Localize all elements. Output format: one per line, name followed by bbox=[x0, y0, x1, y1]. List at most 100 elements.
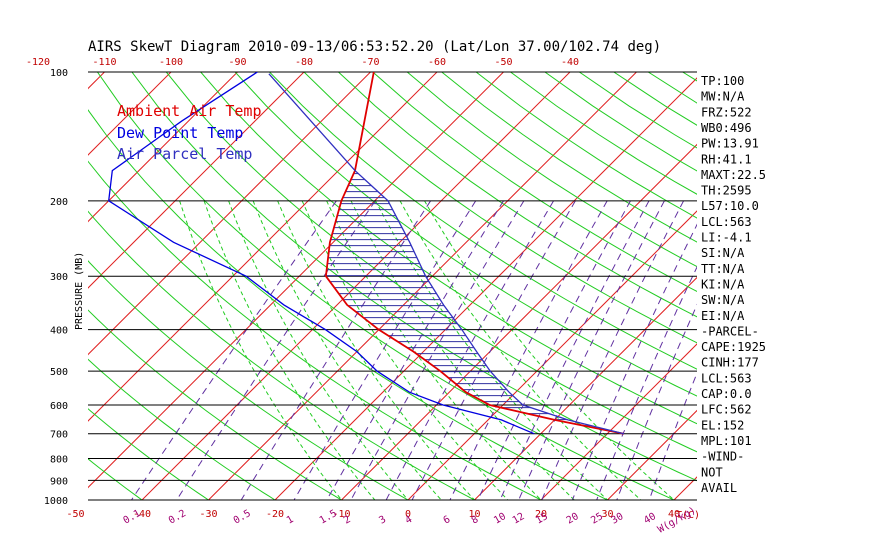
y-tick-label: 600 bbox=[50, 401, 68, 412]
dry-adiabat-line bbox=[406, 72, 697, 268]
isotherm-line bbox=[88, 72, 172, 156]
isotherm-line bbox=[407, 210, 697, 500]
y-axis-label: PRESSURE (MB) bbox=[74, 252, 85, 330]
moist-adiabat-line bbox=[301, 200, 509, 500]
dry-adiabat-line bbox=[475, 72, 697, 219]
x-tick-label-top: -70 bbox=[361, 57, 379, 68]
y-tick-label: 100 bbox=[50, 68, 68, 79]
isotherm-line bbox=[607, 409, 697, 500]
y-tick-label: 300 bbox=[50, 272, 68, 283]
sounding-index-label: WB0:496 bbox=[701, 121, 752, 135]
y-tick-label: 1000 bbox=[44, 496, 68, 507]
mixing-ratio-line bbox=[293, 200, 477, 500]
dry-adiabat-line bbox=[441, 72, 697, 243]
mixing-ratio-line bbox=[176, 200, 376, 500]
mixing-ratio-tick-label: 20 bbox=[565, 511, 581, 527]
mixing-ratio-tick-label: 12 bbox=[511, 511, 527, 527]
mixing-ratio-line bbox=[477, 200, 631, 500]
sounding-index-label: L57:10.0 bbox=[701, 199, 759, 213]
mixing-ratio-tick-label: 8 bbox=[470, 514, 481, 527]
isotherm-line bbox=[88, 72, 371, 356]
dry-adiabat-line bbox=[303, 72, 697, 344]
sounding-index-label: RH:41.1 bbox=[701, 152, 752, 166]
mixing-ratio-line bbox=[130, 200, 337, 500]
isotherm-line bbox=[341, 143, 697, 500]
mixing-ratio-line bbox=[541, 200, 685, 500]
y-tick-label: 500 bbox=[50, 367, 68, 378]
sounding-index-label: LCL:563 bbox=[701, 371, 752, 385]
isotherm-line bbox=[807, 72, 870, 500]
isotherm-line bbox=[474, 276, 697, 500]
moist-adiabat-line bbox=[203, 200, 376, 500]
sounding-index-label: SW:N/A bbox=[701, 293, 745, 307]
mixing-ratio-line bbox=[326, 200, 504, 500]
mixing-ratio-tick-label: 2 bbox=[342, 514, 353, 527]
sounding-index-label: MPL:101 bbox=[701, 434, 752, 448]
x-tick-label-bottom: 20 bbox=[535, 509, 547, 520]
mixing-ratio-line bbox=[648, 371, 697, 500]
mixing-ratio-tick-label: 40 bbox=[642, 511, 658, 527]
isotherm-line bbox=[141, 72, 571, 500]
mixing-ratio-tick-label: 10 bbox=[492, 511, 508, 527]
x-tick-label-bottom: -10 bbox=[332, 509, 350, 520]
sounding-index-label: PW:13.91 bbox=[701, 137, 759, 151]
sounding-index-label: MW:N/A bbox=[701, 90, 745, 104]
sounding-index-label: EL:152 bbox=[701, 418, 744, 432]
sounding-index-label: -WIND- bbox=[701, 450, 744, 464]
sounding-index-label: EI:N/A bbox=[701, 309, 745, 323]
dew-point-temp-line bbox=[108, 72, 535, 435]
sounding-index-label: -PARCEL- bbox=[701, 324, 759, 338]
mixing-ratio-tick-label: 3 bbox=[377, 514, 388, 527]
mixing-ratio-line bbox=[499, 200, 650, 500]
y-tick-label: 700 bbox=[50, 430, 68, 441]
isotherm-line bbox=[274, 77, 697, 500]
legend: Ambient Air Temp Dew Point Temp Air Parc… bbox=[117, 102, 262, 163]
x-tick-label-bottom: 0 bbox=[405, 509, 411, 520]
isotherm-line bbox=[741, 72, 870, 500]
sounding-index-label: LFC:562 bbox=[701, 403, 752, 417]
mixing-ratio-line bbox=[518, 200, 665, 500]
sounding-index-label: TT:N/A bbox=[701, 262, 745, 276]
mixing-ratio-tick-label: 0.2 bbox=[167, 508, 188, 527]
isotherm-line bbox=[0, 72, 38, 500]
mixing-ratio-line bbox=[571, 223, 697, 500]
mixing-ratio-line bbox=[596, 265, 697, 500]
legend-ambient-air-temp: Ambient Air Temp bbox=[117, 102, 262, 120]
sounding-index-label: TH:2595 bbox=[701, 184, 752, 198]
isotherm-line bbox=[88, 72, 305, 289]
sounding-index-label: CAPE:1925 bbox=[701, 340, 766, 354]
dry-adiabat-line bbox=[372, 72, 697, 293]
x-tick-label-top: -80 bbox=[295, 57, 313, 68]
mixing-ratio-tick-label: 1 bbox=[285, 514, 296, 527]
y-tick-label: 900 bbox=[50, 476, 68, 487]
moist-adiabat-line bbox=[326, 200, 542, 500]
y-tick-label: 400 bbox=[50, 326, 68, 337]
mixing-ratio-tick-label: 15 bbox=[534, 511, 550, 527]
x-tick-label-top: -50 bbox=[494, 57, 512, 68]
mixing-ratio-tick-label: 25 bbox=[589, 511, 605, 527]
moist-adiabat-line bbox=[179, 200, 343, 500]
ambient-air-temp-line bbox=[324, 72, 625, 435]
chart-title: AIRS SkewT Diagram 2010-09-13/06:53:52.2… bbox=[88, 39, 661, 55]
sounding-index-label: TP:100 bbox=[701, 74, 744, 88]
moist-adiabat-line bbox=[350, 200, 576, 500]
moist-adiabat-line bbox=[424, 200, 675, 500]
y-tick-label: 800 bbox=[50, 455, 68, 466]
moist-adiabat-line bbox=[277, 200, 476, 500]
x-tick-label-bottom: 30 bbox=[601, 509, 613, 520]
isotherm-line bbox=[88, 72, 504, 489]
moist-adiabat-line bbox=[375, 200, 609, 500]
dry-adiabat-line bbox=[200, 72, 697, 425]
mixing-ratio-line bbox=[411, 200, 576, 500]
sounding-index-label: NOT bbox=[701, 465, 723, 479]
x-tick-label-bottom: -50 bbox=[66, 509, 84, 520]
sounding-index-label: CAP:0.0 bbox=[701, 387, 752, 401]
air-parcel-temp-line bbox=[268, 73, 625, 435]
dry-adiabat-line bbox=[165, 72, 697, 453]
x-tick-label-top: -40 bbox=[561, 57, 579, 68]
x-tick-label-top: -90 bbox=[228, 57, 246, 68]
sounding-index-label: KI:N/A bbox=[701, 278, 745, 292]
isotherm-line bbox=[540, 343, 697, 500]
sounding-index-label: AVAIL bbox=[701, 481, 737, 495]
x-tick-label-bottom: 40 bbox=[668, 509, 680, 520]
